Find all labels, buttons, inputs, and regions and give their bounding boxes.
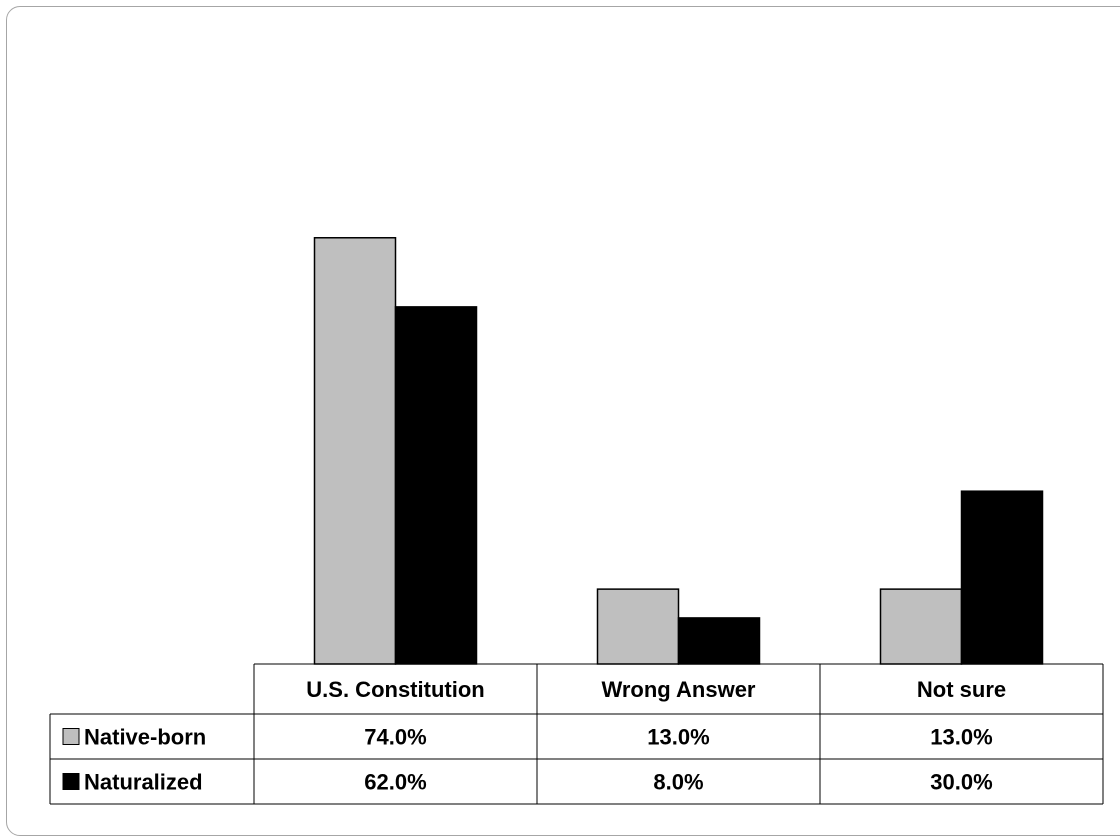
value-label-naturalized-not-sure: 30.0% xyxy=(930,770,992,795)
category-label-wrong-answer: Wrong Answer xyxy=(601,677,755,702)
value-label-native-born-not-sure: 13.0% xyxy=(930,725,992,750)
legend-swatch-naturalized xyxy=(62,773,80,790)
bar-naturalized-wrong-answer xyxy=(677,617,761,665)
value-label-native-born-wrong-answer: 13.0% xyxy=(647,725,709,750)
legend-label-native-born: Native-born xyxy=(84,725,206,750)
bar-native-born-u-s-constitution xyxy=(313,237,397,665)
value-label-native-born-u-s-constitution: 74.0% xyxy=(364,725,426,750)
bars-group xyxy=(313,237,1044,665)
legend-swatch-native-born xyxy=(62,728,80,745)
bar-naturalized-u-s-constitution xyxy=(394,306,478,665)
category-label-u-s-constitution: U.S. Constitution xyxy=(306,677,484,702)
bar-native-born-wrong-answer xyxy=(596,588,680,665)
bar-naturalized-not-sure xyxy=(960,490,1044,665)
legend-label-naturalized: Naturalized xyxy=(84,770,203,795)
data-table: U.S. Constitution Wrong Answer Not sure Nat… xyxy=(49,663,1104,805)
bar-native-born-not-sure xyxy=(879,588,963,665)
value-label-naturalized-u-s-constitution: 62.0% xyxy=(364,770,426,795)
value-label-naturalized-wrong-answer: 8.0% xyxy=(653,770,703,795)
category-label-not-sure: Not sure xyxy=(917,677,1006,702)
